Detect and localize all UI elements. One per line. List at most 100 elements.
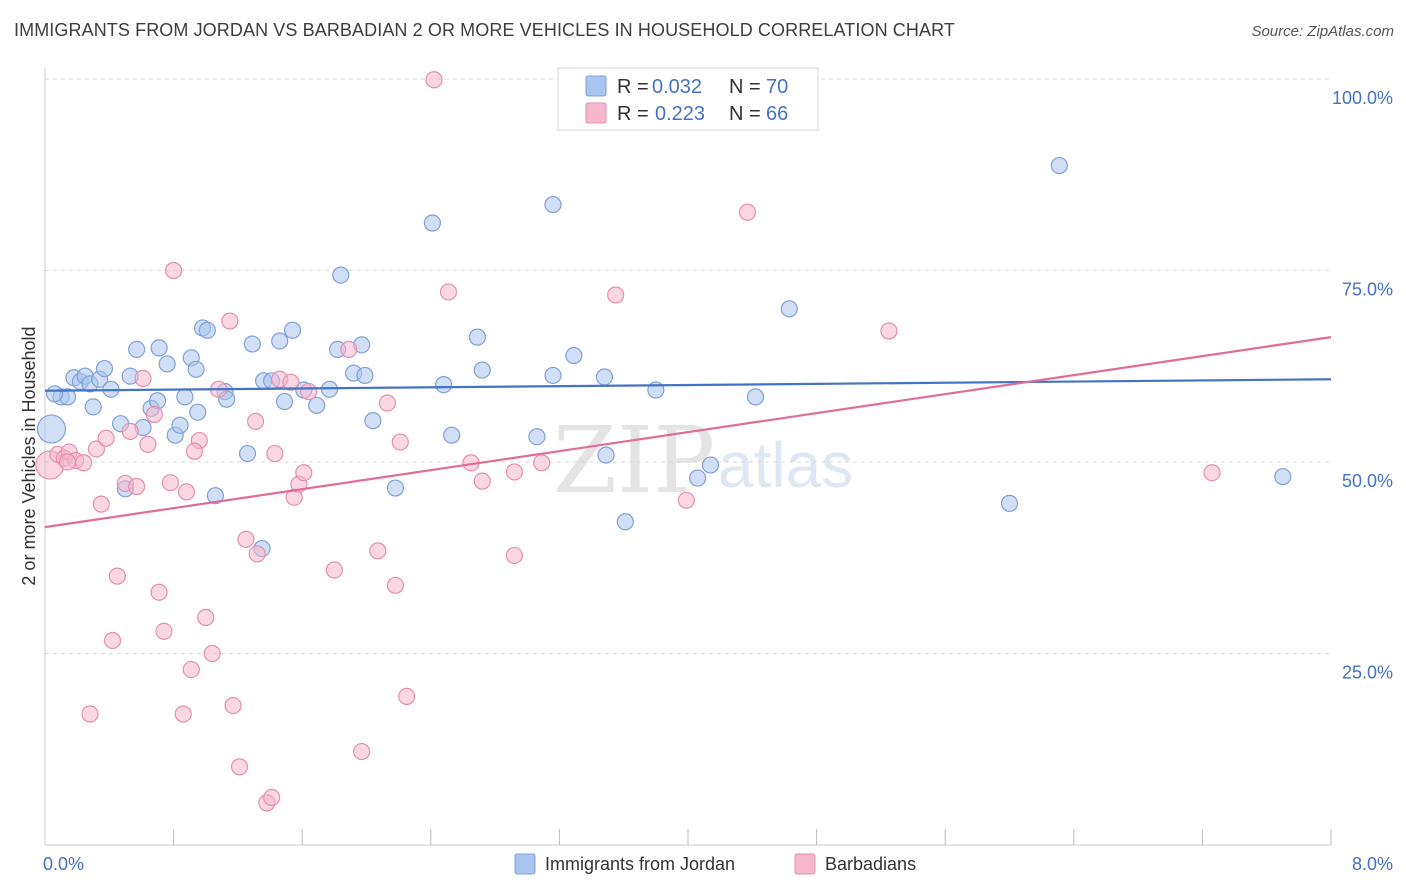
barbadian-point-18 — [150, 583, 168, 601]
watermark-atlas: atlas — [718, 429, 853, 501]
barbadian-point-17 — [145, 405, 163, 424]
barbadian-point-10 — [103, 631, 122, 650]
barbadian-point-7 — [87, 440, 106, 458]
jordan-point-0 — [36, 414, 67, 444]
barbadian-point-37 — [266, 444, 284, 463]
barbadian-point-36 — [263, 788, 281, 807]
barbadian-point-5 — [74, 454, 93, 472]
barbadian-point-16 — [139, 435, 157, 453]
barbadian-trend-line — [44, 336, 1332, 529]
jordan-point-29 — [243, 335, 261, 353]
jordan-point-9 — [95, 359, 114, 378]
jordan-r-value: 0.032 — [652, 76, 702, 98]
barbadian-point-62 — [880, 322, 898, 340]
jordan-point-65 — [1000, 494, 1019, 512]
jordan-point-33 — [271, 332, 289, 350]
source-credit: Source: ZipAtlas.com — [1251, 23, 1394, 40]
axes — [44, 68, 1332, 846]
y-tick-label-3: 100.0% — [1332, 88, 1393, 108]
barbadian-point-63 — [1203, 464, 1221, 482]
barbadian-point-39 — [282, 373, 300, 391]
barbadian-point-14 — [128, 477, 146, 496]
barbadian-point-44 — [340, 340, 358, 358]
barbadian-point-52 — [425, 71, 443, 89]
jordan-n-value: 70 — [766, 76, 788, 98]
jordan-point-20 — [171, 416, 189, 434]
barbadian-point-6 — [81, 705, 99, 723]
jordan-point-47 — [423, 214, 442, 232]
barbadian-point-46 — [353, 742, 371, 761]
stats-legend: R = 0.032 N = 70 R = 0.223 N = 66 — [557, 67, 819, 131]
barbadian-r-value: 0.223 — [655, 103, 705, 125]
barbadian-r-label: R = — [617, 103, 649, 125]
jordan-point-69 — [189, 403, 207, 421]
watermark: ZIP atlas — [553, 407, 853, 514]
y-tick-label-1: 50.0% — [1342, 471, 1393, 491]
barbadian-point-60 — [677, 491, 695, 509]
bottom-legend: Immigrants from Jordan Barbadians — [514, 853, 916, 875]
jordan-point-56 — [595, 368, 614, 386]
jordan-point-46 — [386, 479, 405, 497]
jordan-point-53 — [544, 196, 562, 214]
jordan-point-67 — [46, 385, 64, 403]
barbadian-point-57 — [505, 546, 523, 565]
jordan-point-25 — [198, 321, 216, 339]
chart-title: IMMIGRANTS FROM JORDAN VS BARBADIAN 2 OR… — [14, 20, 955, 40]
barbadian-point-15 — [134, 369, 152, 388]
jordan-point-63 — [780, 300, 798, 318]
barbadian-point-27 — [203, 644, 221, 663]
barbadian-point-65 — [58, 453, 77, 471]
jordan-point-49 — [443, 426, 461, 444]
barbadian-point-56 — [505, 463, 523, 481]
jordan-point-30 — [238, 444, 257, 463]
barbadian-point-53 — [439, 283, 458, 301]
jordan-point-44 — [356, 366, 374, 385]
series-barbadian-points — [35, 71, 1221, 812]
jordan-point-17 — [150, 339, 168, 357]
trend-lines — [44, 336, 1332, 529]
barbadian-n-label: N = — [729, 103, 761, 125]
barbadian-point-45 — [325, 561, 343, 579]
barbadian-point-23 — [177, 483, 196, 501]
barbadian-point-22 — [174, 705, 192, 723]
jordan-point-57 — [597, 446, 615, 464]
jordan-point-35 — [283, 321, 302, 339]
jordan-point-18 — [158, 355, 176, 373]
y-tick-labels: 25.0% 50.0% 75.0% 100.0% — [1332, 88, 1393, 683]
barbadian-point-55 — [473, 472, 491, 490]
barbadian-point-32 — [237, 530, 255, 548]
jordan-point-54 — [544, 366, 562, 385]
jordan-n-label: N = — [729, 76, 761, 98]
barbadian-point-24 — [182, 660, 200, 679]
barbadian-point-20 — [161, 474, 179, 492]
x-tick-labels: 0.0% 8.0% — [43, 854, 1393, 874]
barbadian-point-48 — [378, 394, 396, 412]
y-tick-label-0: 25.0% — [1342, 663, 1393, 683]
barbadian-point-26 — [197, 608, 215, 627]
barbadian-point-61 — [738, 203, 757, 221]
barbadian-point-29 — [221, 312, 239, 330]
barbadian-point-49 — [386, 576, 405, 594]
barbadian-point-11 — [108, 567, 126, 585]
barbadian-point-30 — [224, 696, 242, 715]
jordan-point-66 — [1274, 467, 1292, 486]
barbadian-point-8 — [92, 495, 110, 513]
barbadian-point-31 — [230, 758, 249, 776]
jordan-point-34 — [275, 392, 294, 411]
barbadian-n-value: 66 — [766, 103, 788, 125]
jordan-point-41 — [332, 266, 350, 284]
barbadian-point-42 — [295, 464, 313, 482]
jordan-point-51 — [473, 361, 491, 379]
jordan-trend-line — [44, 378, 1332, 392]
barbadian-point-51 — [398, 687, 416, 705]
jordan-point-48 — [435, 376, 453, 394]
legend-jordan-label: Immigrants from Jordan — [545, 854, 735, 874]
barbadian-point-47 — [369, 542, 387, 560]
jordan-point-60 — [689, 469, 707, 487]
barbadian-point-9 — [97, 429, 115, 447]
jordan-point-55 — [565, 346, 583, 365]
legend-barbadian-label: Barbadians — [825, 854, 916, 874]
jordan-point-14 — [128, 340, 146, 358]
jordan-point-21 — [176, 388, 194, 406]
